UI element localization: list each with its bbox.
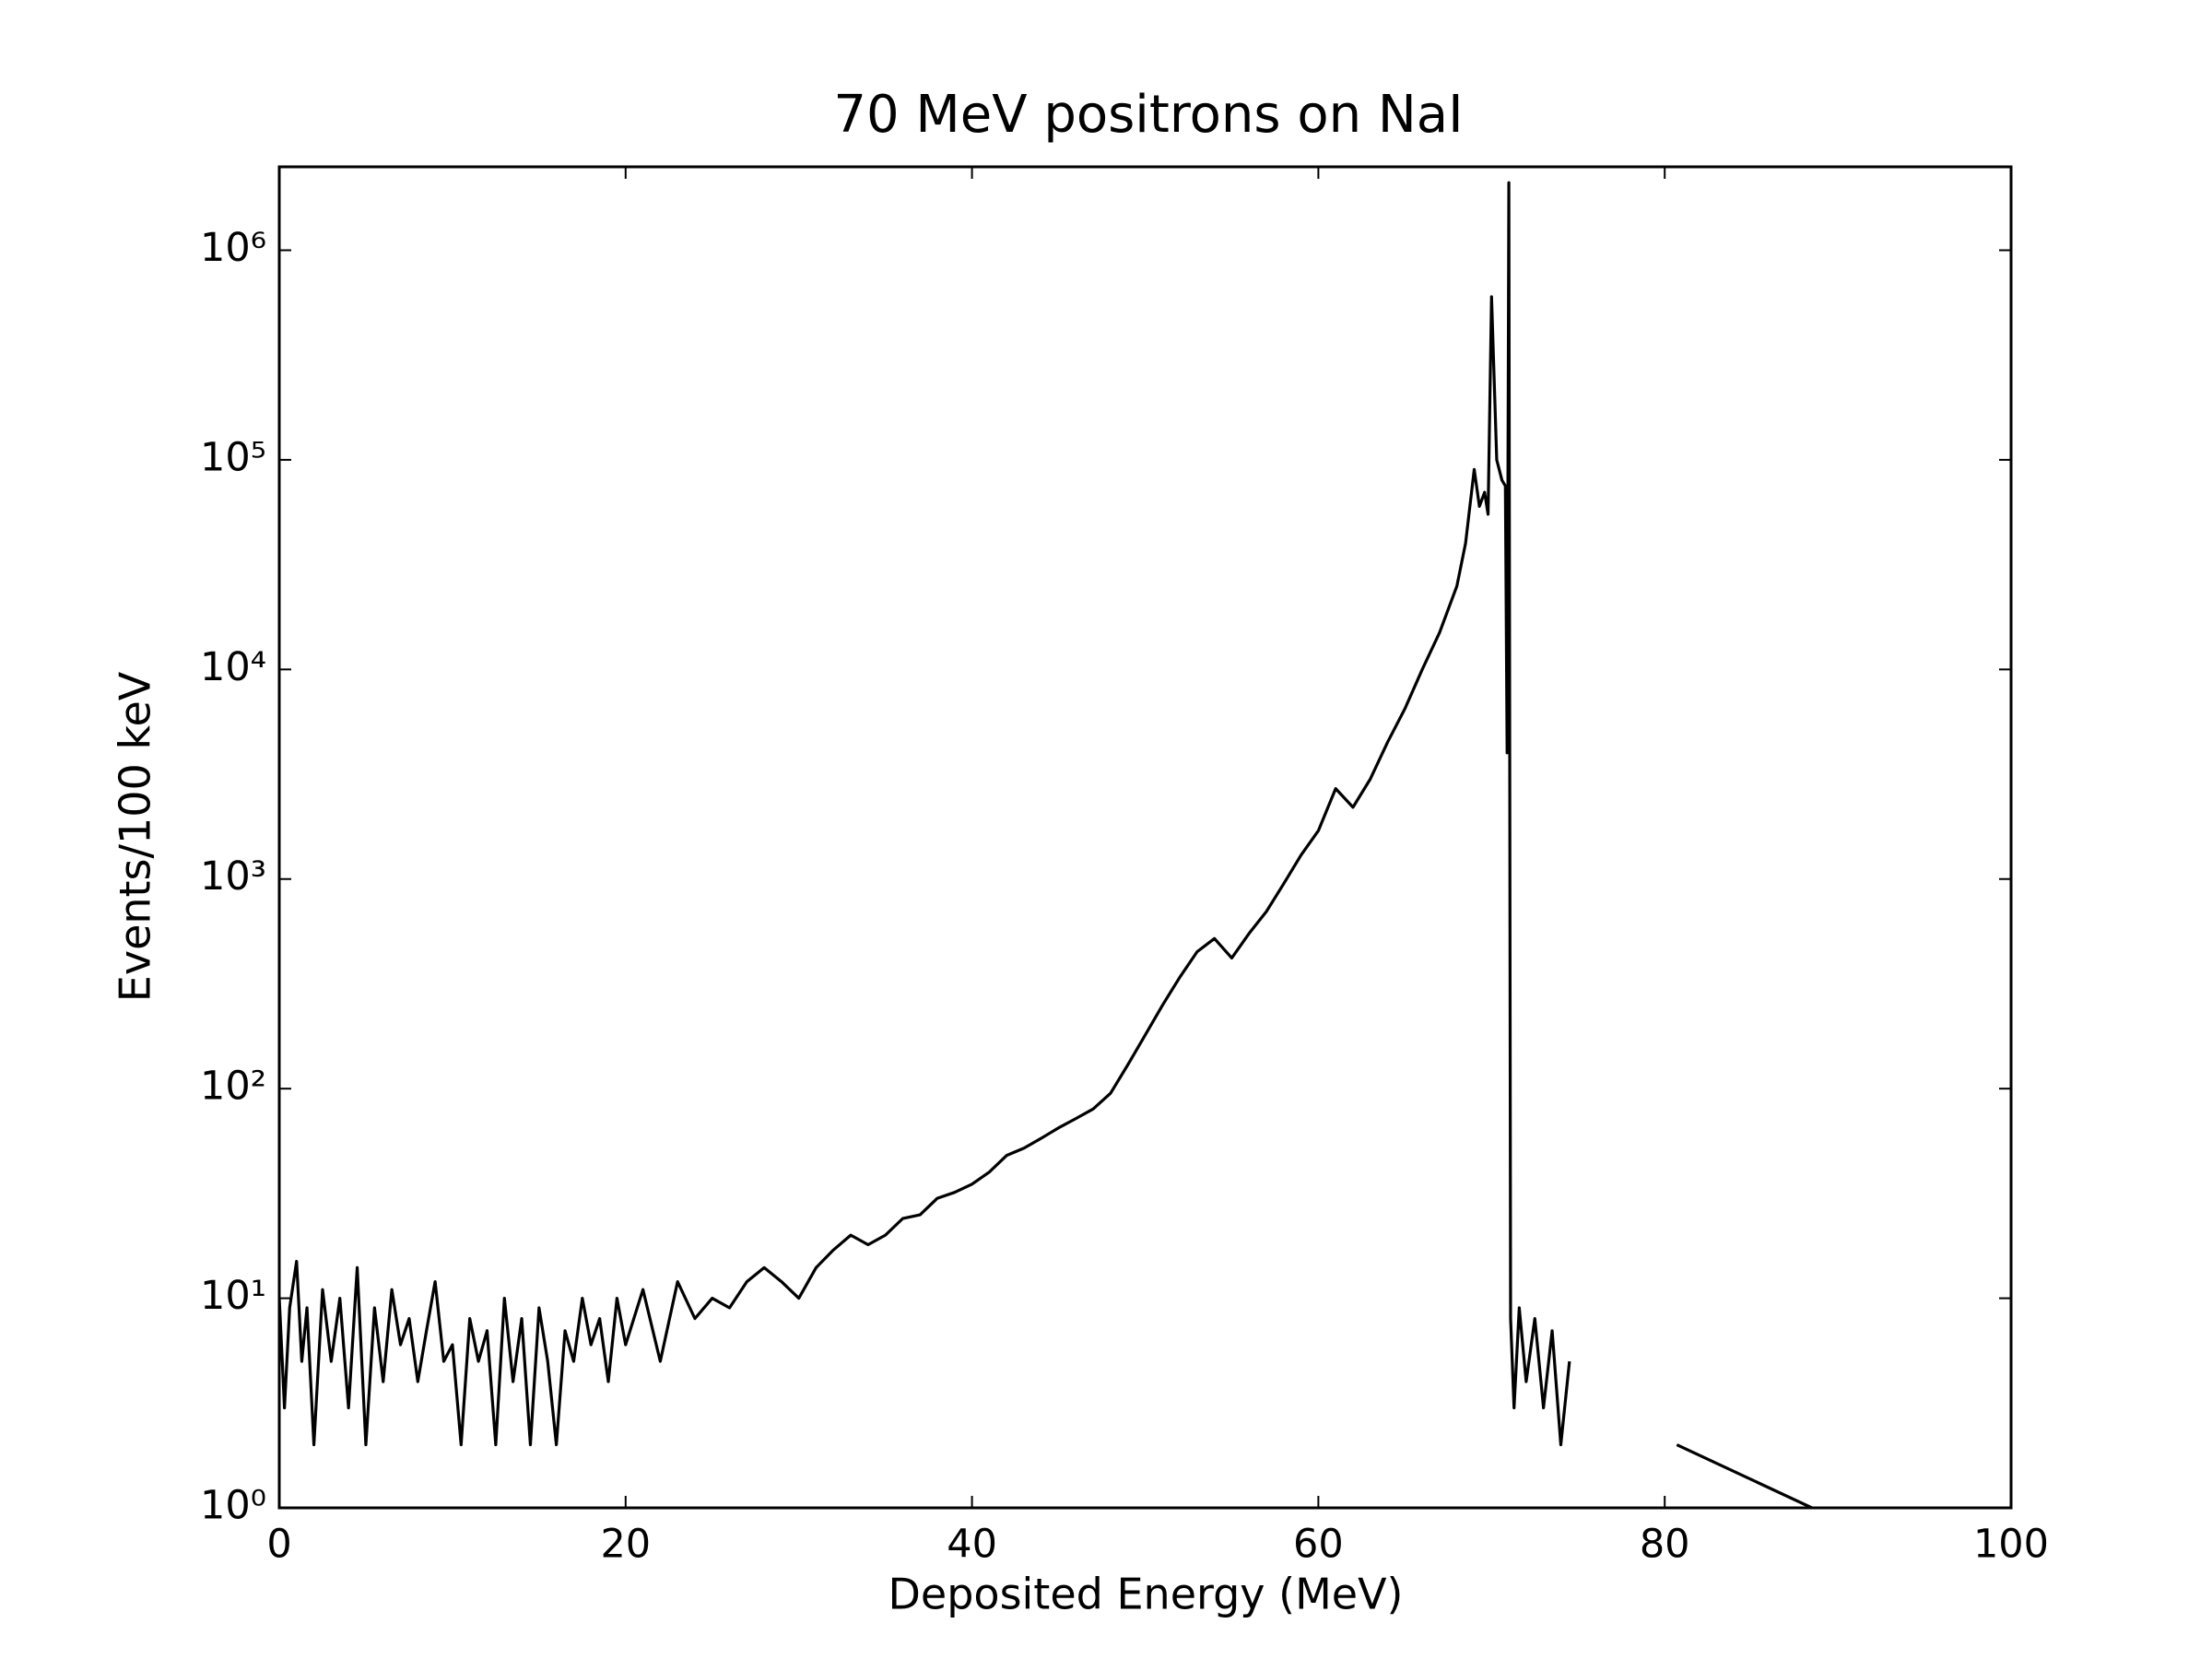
x-tick-label: 20	[600, 1522, 651, 1568]
y-axis-label: Events/100 keV	[111, 671, 160, 1002]
y-tick-label: 10⁵	[200, 434, 266, 480]
data-line	[279, 181, 1571, 1447]
y-tick-label: 10⁶	[200, 225, 266, 271]
y-tick-label: 10²	[200, 1064, 266, 1110]
y-tick-label: 10¹	[200, 1273, 266, 1319]
y-tick-label: 10⁴	[200, 644, 266, 690]
y-tick-label: 10⁰	[200, 1483, 266, 1529]
x-tick-label: 60	[1293, 1522, 1344, 1568]
y-tick-label: 10³	[200, 853, 266, 900]
x-tick-label: 40	[947, 1522, 997, 1568]
x-tick-label: 100	[1973, 1522, 2049, 1568]
x-tick-label: 80	[1640, 1522, 1690, 1568]
plot-frame	[277, 165, 2013, 1510]
chart-title: 70 MeV positrons on NaI	[833, 85, 1463, 145]
x-axis-label: Deposited Energy (MeV)	[888, 1570, 1404, 1619]
x-tick-label: 0	[266, 1522, 291, 1568]
data-line	[1676, 1443, 1813, 1508]
